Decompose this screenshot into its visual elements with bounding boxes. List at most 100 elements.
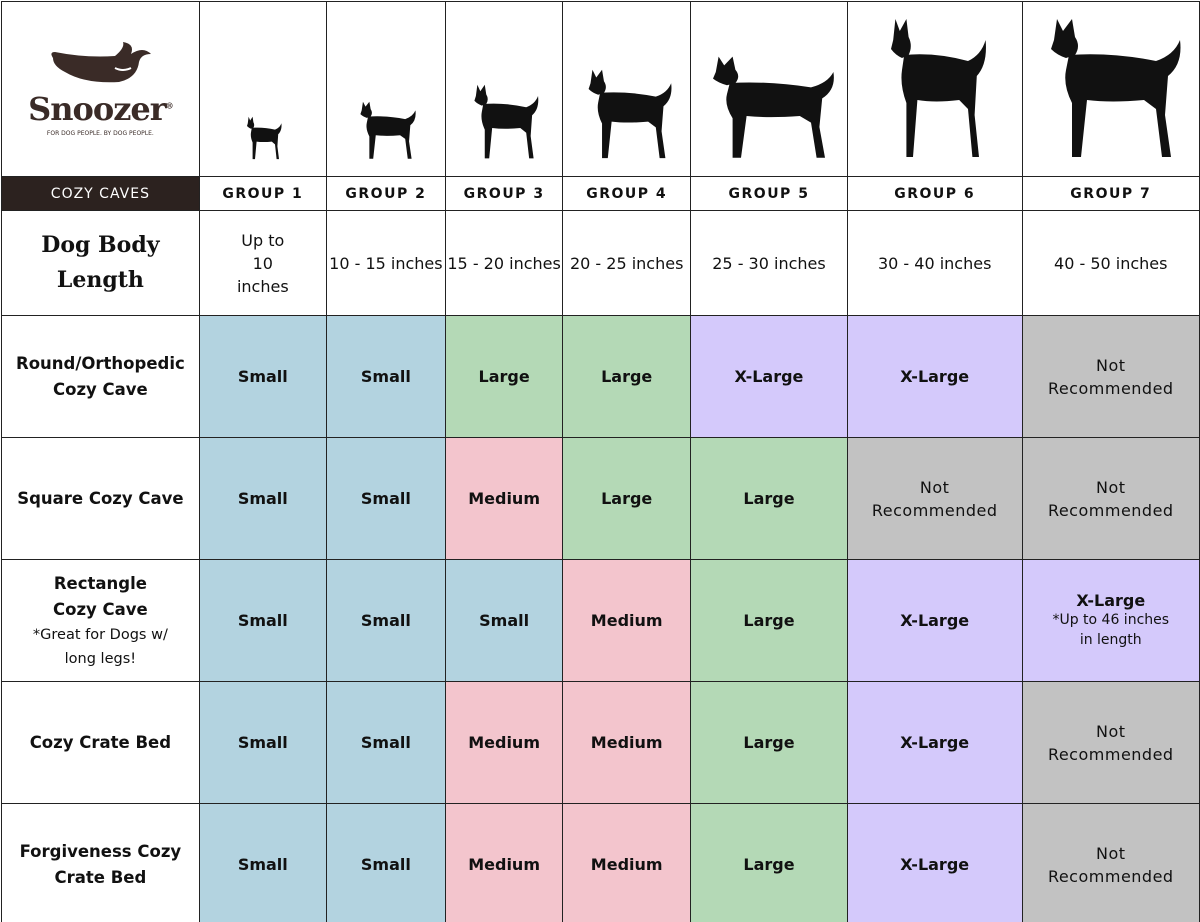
size-cell: Medium [562,803,692,922]
size-value: Small [360,489,411,508]
size-value: Medium [468,489,540,508]
chihuahua-silhouette-icon [246,116,282,160]
logo-cell: Snoozer® FOR DOG PEOPLE. BY DOG PEOPLE. [1,1,200,177]
product-name: Round/Orthopedic Cozy Cave [16,353,185,399]
size-cell: Medium [444,437,564,560]
size-value: Small [237,733,288,752]
size-cell: Not Recommended [1021,315,1200,438]
golden-retriever-silhouette-icon [712,56,834,158]
brand-tagline: FOR DOG PEOPLE. BY DOG PEOPLE. [46,129,154,137]
husky-silhouette-icon [588,69,672,159]
size-cell: Large [562,315,692,438]
size-value: Medium [468,733,540,752]
size-cell: Not Recommended [1021,437,1200,560]
size-cell: Not Recommended [846,437,1023,560]
size-cell: Large [562,437,692,560]
dog-image-cell [1021,1,1200,177]
size-cell: Small [198,681,327,804]
size-cell: Small [444,559,564,682]
size-cell: Small [325,559,446,682]
size-value: Large [743,855,795,874]
group-header: GROUP 7 [1021,176,1200,211]
size-cell: Small [325,803,446,922]
product-name-cell: Cozy Crate Bed [1,681,200,804]
size-value: X-Large [900,611,970,630]
body-length-value: 30 - 40 inches [846,210,1023,316]
size-cell: Not Recommended [1021,681,1200,804]
size-value: X-Large [1076,591,1146,610]
dog-image-cell [198,1,327,177]
size-value: Large [743,733,795,752]
product-name: Square Cozy Cave [17,488,184,508]
size-value: Small [479,611,530,630]
size-cell: Small [198,315,327,438]
size-cell: Large [690,803,848,922]
section-label: COZY CAVES [1,176,200,211]
size-value: Large [478,367,530,386]
size-value: Small [360,855,411,874]
size-value: Small [237,489,288,508]
size-cell: Large [690,559,848,682]
size-cell: Not Recommended [1021,803,1200,922]
size-cell: Medium [562,559,692,682]
group-header: GROUP 2 [325,176,446,211]
dog-image-cell [846,1,1023,177]
dog-image-cell [690,1,848,177]
size-cell: Large [690,681,848,804]
product-name-cell: Rectangle Cozy Cave *Great for Dogs w/ lo… [1,559,200,682]
dog-image-cell [325,1,446,177]
group-header: GROUP 6 [846,176,1023,211]
size-value: X-Large [900,367,970,386]
size-cell: X-Large [846,315,1023,438]
pomeranian-silhouette-icon [360,101,416,159]
size-value: Small [237,855,288,874]
size-cell: Small [325,315,446,438]
size-cell: Small [325,437,446,560]
group-header: GROUP 3 [444,176,564,211]
size-value: Large [743,489,795,508]
size-cell: X-Large [846,681,1023,804]
size-value: Large [743,611,795,630]
size-value: Small [237,367,288,386]
product-name: Rectangle Cozy Cave [53,573,148,619]
product-row: Forgiveness Cozy Crate Bed Small Small Medi… [1,803,1200,922]
size-value: Medium [590,855,663,874]
size-cell: Large [690,437,848,560]
size-cell: Small [198,437,327,560]
size-value: Small [360,611,411,630]
size-cell: X-Large [846,559,1023,682]
size-value: Medium [468,855,540,874]
size-cell: Medium [562,681,692,804]
body-length-value: 40 - 50 inches [1021,210,1200,316]
size-cell: Medium [444,681,564,804]
size-value: Small [237,611,288,630]
size-value: Large [601,489,653,508]
size-value: Small [360,367,411,386]
size-cell: Large [444,315,564,438]
doberman-silhouette-icon [890,19,986,157]
brand-name: Snoozer [28,89,166,128]
product-name-cell: Round/Orthopedic Cozy Cave [1,315,200,438]
product-name-cell: Square Cozy Cave [1,437,200,560]
snoozer-logo: Snoozer® FOR DOG PEOPLE. BY DOG PEOPLE. [2,2,199,176]
body-length-value: Up to 10 inches [198,210,327,316]
registered-mark: ® [165,99,174,110]
product-row: Rectangle Cozy Cave *Great for Dogs w/ lo… [1,559,1200,682]
product-name: Forgiveness Cozy Crate Bed [19,841,182,887]
body-length-value: 10 - 15 inches [325,210,446,316]
size-value: Not Recommended [1047,477,1174,520]
great-dane-silhouette-icon [1050,19,1181,157]
product-row: Cozy Crate Bed Small Small Medium Medium Larg… [1,681,1200,804]
body-length-value: 20 - 25 inches [562,210,692,316]
size-cell: X-Large [690,315,848,438]
size-cell: X-Large [846,803,1023,922]
body-length-value: 15 - 20 inches [444,210,564,316]
length-label: Dog Body Length [1,210,200,316]
dog-image-cell [444,1,564,177]
product-note: *Great for Dogs w/ long legs! [32,626,168,667]
product-row: Round/Orthopedic Cozy Cave Small Small Larg… [1,315,1200,438]
size-value: Not Recommended [871,477,998,520]
group-header: GROUP 1 [198,176,327,211]
dog-image-cell [562,1,692,177]
